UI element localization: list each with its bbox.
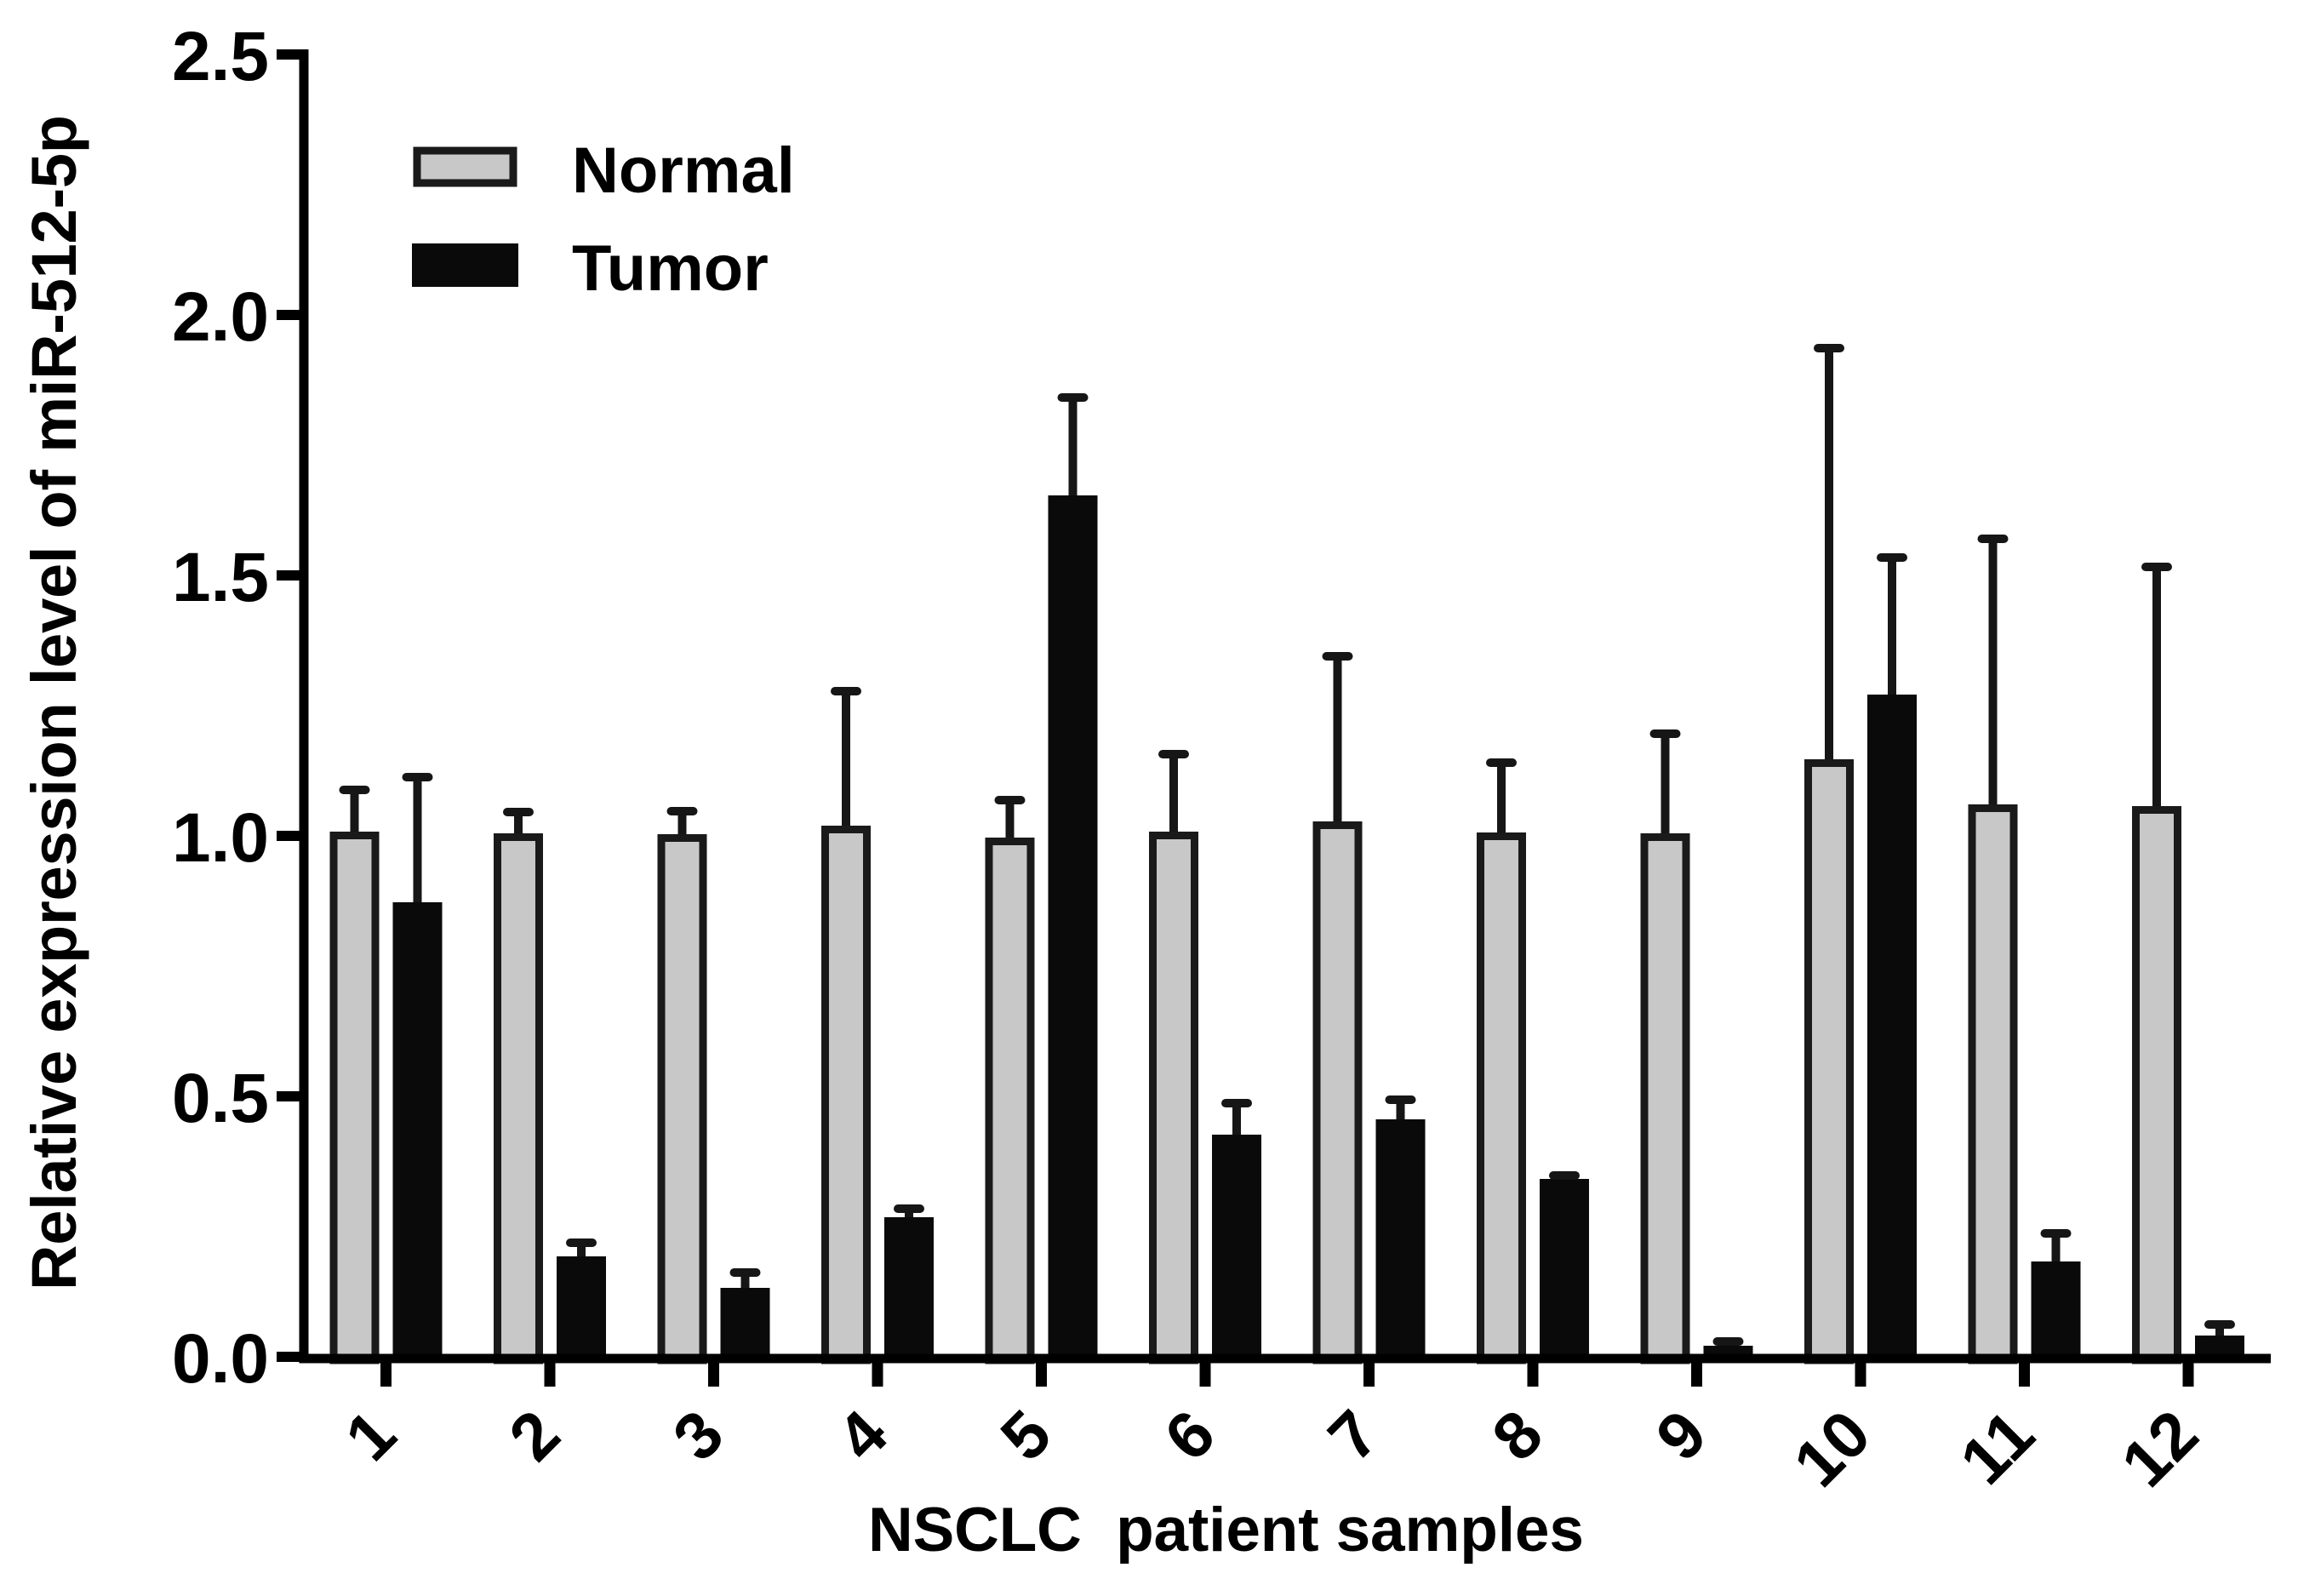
svg-text:3: 3: [659, 1396, 738, 1475]
svg-text:Normal: Normal: [572, 134, 795, 207]
svg-text:2.0: 2.0: [172, 278, 269, 356]
svg-text:NSCLC patient samples: NSCLC patient samples: [868, 1496, 1584, 1565]
svg-text:5: 5: [986, 1396, 1066, 1475]
svg-text:9: 9: [1642, 1396, 1721, 1475]
svg-text:8: 8: [1478, 1396, 1557, 1475]
svg-text:0.5: 0.5: [172, 1060, 269, 1137]
svg-text:12: 12: [2106, 1396, 2212, 1502]
svg-text:1: 1: [331, 1396, 410, 1475]
svg-text:2.5: 2.5: [172, 18, 269, 95]
svg-text:10: 10: [1779, 1396, 1884, 1502]
svg-text:6: 6: [1150, 1396, 1229, 1475]
svg-text:2: 2: [494, 1396, 574, 1475]
svg-text:Relative expression level of m: Relative expression level of miR-512-5p: [19, 115, 89, 1290]
svg-text:4: 4: [822, 1396, 901, 1475]
svg-text:11: 11: [1946, 1396, 2049, 1499]
svg-text:0.0: 0.0: [172, 1320, 269, 1398]
svg-text:7: 7: [1314, 1396, 1393, 1475]
svg-text:1.0: 1.0: [172, 799, 269, 877]
svg-text:Tumor: Tumor: [572, 232, 769, 305]
svg-text:1.5: 1.5: [172, 539, 269, 616]
